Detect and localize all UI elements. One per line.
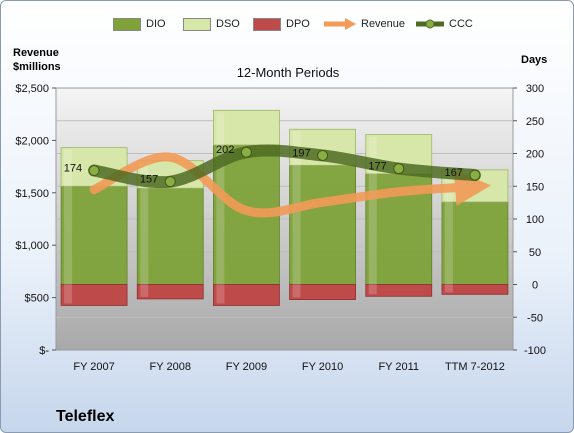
bar-highlight bbox=[368, 136, 377, 295]
ccc-point bbox=[164, 176, 176, 188]
ccc-point bbox=[88, 165, 100, 177]
right-axis-tick-label: 50 bbox=[529, 247, 541, 259]
left-axis-tick-label: $- bbox=[39, 345, 49, 357]
right-axis-tick-label: 150 bbox=[526, 181, 544, 193]
ccc-data-label: 202 bbox=[216, 144, 234, 156]
left-axis-tick-label: $2,500 bbox=[15, 83, 49, 95]
ccc-data-label: 167 bbox=[445, 167, 463, 179]
right-axis-tick-label: -100 bbox=[524, 345, 546, 357]
legend-swatch-dio bbox=[113, 17, 141, 31]
x-axis-tick-label: FY 2011 bbox=[378, 361, 419, 373]
ccc-point bbox=[469, 169, 481, 181]
legend-arrow-icon bbox=[324, 18, 356, 30]
bar-dpo bbox=[213, 284, 280, 306]
right-axis-tick-label: 100 bbox=[526, 214, 544, 226]
left-axis-tick-label: $2,000 bbox=[15, 135, 49, 147]
bar-dio bbox=[289, 164, 356, 285]
ccc-point bbox=[317, 149, 329, 161]
bar-highlight bbox=[140, 162, 149, 297]
bar-dio bbox=[136, 187, 204, 285]
legend-label-revenue: Revenue bbox=[361, 18, 406, 30]
left-axis-title-line2: $millions bbox=[13, 61, 61, 73]
bar-dio bbox=[60, 185, 128, 285]
left-axis-title: Revenue $millions bbox=[13, 46, 61, 74]
legend-label-dso: DSO bbox=[216, 18, 240, 30]
left-axis-title-line1: Revenue bbox=[13, 47, 59, 59]
legend-item-dso: DSO bbox=[183, 14, 240, 34]
revenue-line bbox=[89, 152, 492, 218]
legend-item-ccc: CCC bbox=[415, 14, 473, 34]
bar-dpo bbox=[136, 284, 204, 300]
bar-highlight bbox=[216, 112, 225, 304]
bar-dpo bbox=[365, 284, 433, 297]
ccc-data-label: 177 bbox=[368, 161, 386, 173]
legend-item-dio: DIO bbox=[113, 14, 166, 34]
right-axis-tick-label: 300 bbox=[526, 83, 544, 95]
right-axis-tick-label: -50 bbox=[527, 312, 543, 324]
ccc-point bbox=[393, 163, 405, 175]
x-axis-tick-label: FY 2007 bbox=[73, 361, 114, 373]
legend-item-revenue: Revenue bbox=[323, 14, 405, 34]
x-axis-tick-label: FY 2009 bbox=[226, 361, 267, 373]
bar-dso bbox=[213, 109, 280, 146]
x-axis-tick-label: FY 2010 bbox=[302, 361, 343, 373]
right-axis-title: Days bbox=[521, 54, 548, 66]
company-name: Teleflex bbox=[56, 408, 115, 425]
bar-highlight bbox=[292, 131, 301, 298]
right-axis-tick-label: 0 bbox=[532, 280, 538, 292]
legend-swatch-dpo bbox=[253, 17, 281, 31]
ccc-data-label: 197 bbox=[292, 147, 310, 159]
legend-ccc-icon bbox=[416, 19, 444, 29]
legend-swatch-dso bbox=[183, 17, 211, 31]
bar-dpo bbox=[60, 284, 128, 306]
bar-dpo bbox=[289, 284, 356, 300]
legend-label-ccc: CCC bbox=[449, 18, 473, 30]
left-axis-tick-label: $1,500 bbox=[15, 188, 49, 200]
legend-label-dpo: DPO bbox=[286, 18, 310, 30]
right-axis-tick-label: 250 bbox=[526, 116, 544, 128]
bar-dpo bbox=[441, 284, 509, 295]
ccc-point bbox=[240, 146, 252, 158]
x-axis-tick-label: TTM 7-2012 bbox=[445, 361, 505, 373]
ccc-line bbox=[88, 144, 481, 189]
x-axis-tick-label: FY 2008 bbox=[150, 361, 191, 373]
right-axis-tick-label: 200 bbox=[526, 149, 544, 161]
bar-highlight bbox=[444, 171, 453, 293]
chart-title: 12-Month Periods bbox=[236, 65, 340, 80]
legend-item-dpo: DPO bbox=[253, 14, 310, 34]
ccc-data-label: 174 bbox=[64, 163, 82, 175]
left-axis-tick-label: $1,000 bbox=[15, 240, 49, 252]
left-axis-tick-label: $500 bbox=[25, 293, 49, 305]
legend-label-dio: DIO bbox=[146, 18, 166, 30]
bar-dio bbox=[441, 201, 509, 285]
ccc-data-label: 157 bbox=[140, 174, 158, 186]
bar-highlight bbox=[64, 149, 73, 304]
